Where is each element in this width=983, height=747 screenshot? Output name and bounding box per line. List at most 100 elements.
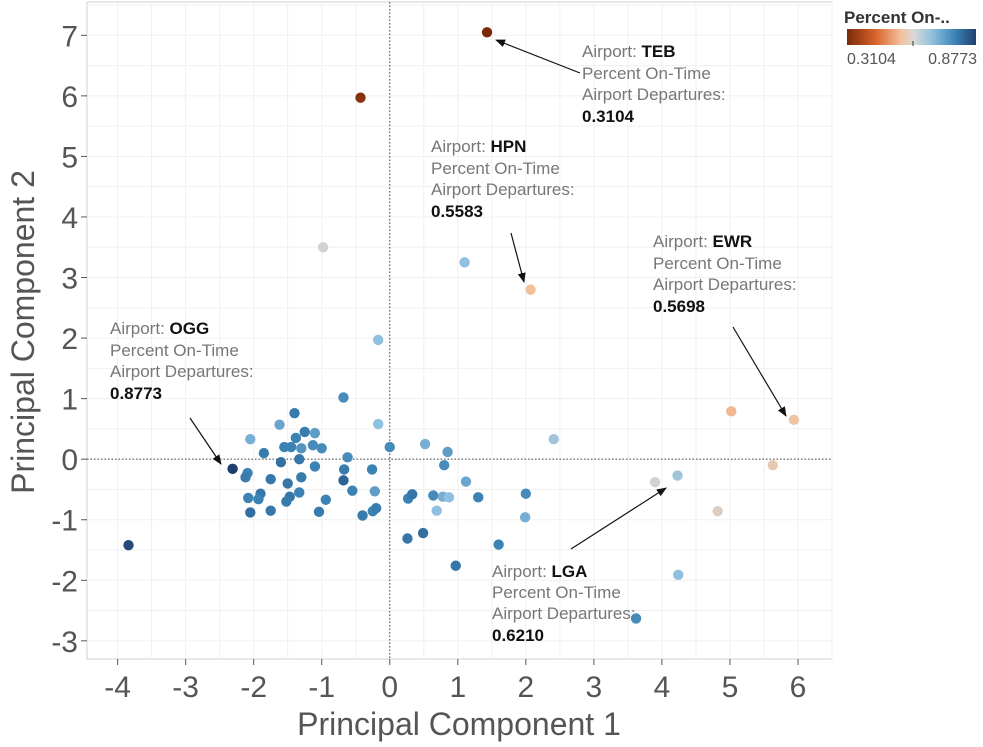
scatter-point xyxy=(338,464,350,475)
annotation-arrow xyxy=(189,417,222,465)
plot-area xyxy=(86,1,833,660)
annotation-measure-line2: Airport Departures: xyxy=(653,275,797,294)
x-tick-label: 0 xyxy=(381,671,398,704)
scatter-point xyxy=(443,492,455,503)
x-tick-label: 3 xyxy=(586,671,603,704)
scatter-point xyxy=(493,539,504,550)
zero-reference-lines xyxy=(87,2,832,659)
x-axis-ticks: -4 -3 -2 -1 0 1 2 3 4 5 6 xyxy=(104,659,806,704)
annotation-ogg: Airport: OGG Percent On-Time Airport Dep… xyxy=(110,319,254,403)
scatter-point xyxy=(282,478,293,489)
x-tick-label: -1 xyxy=(308,671,335,704)
scatter-point xyxy=(525,284,536,295)
scatter-point xyxy=(243,492,254,504)
scatter-point xyxy=(384,441,395,453)
y-tick-label: 1 xyxy=(61,384,78,417)
x-tick-label: 6 xyxy=(790,671,807,704)
annotation-arrow xyxy=(570,487,667,550)
scatter-point xyxy=(473,492,484,503)
scatter-point xyxy=(317,242,329,253)
scatter-point xyxy=(442,446,453,458)
annotation-measure-line1: Percent On-Time xyxy=(653,254,782,273)
y-tick-label: 7 xyxy=(61,20,78,53)
scatter-point xyxy=(275,457,287,468)
scatter-point xyxy=(407,489,418,500)
scatter-point xyxy=(274,419,285,430)
scatter-point xyxy=(355,92,366,103)
scatter-point xyxy=(309,461,321,472)
x-tick-label: -4 xyxy=(104,671,131,704)
scatter-point xyxy=(290,432,302,444)
scatter-point xyxy=(338,475,349,486)
scatter-point xyxy=(320,494,332,505)
data-points xyxy=(123,27,800,624)
x-tick-label: -2 xyxy=(240,671,267,704)
scatter-point xyxy=(245,433,256,445)
x-tick-label: 4 xyxy=(654,671,671,704)
scatter-point xyxy=(265,505,276,516)
scatter-point xyxy=(726,406,737,417)
scatter-point xyxy=(481,27,493,38)
y-tick-label: -3 xyxy=(51,626,78,659)
annotation-airport-line: Airport: LGA xyxy=(492,562,587,581)
scatter-point xyxy=(227,463,238,475)
scatter-point xyxy=(307,440,319,451)
scatter-point xyxy=(450,560,461,571)
scatter-point xyxy=(253,493,264,505)
annotation-arrow xyxy=(732,326,787,417)
scatter-point xyxy=(369,486,380,497)
scatter-point xyxy=(347,485,358,496)
scatter-point xyxy=(519,512,531,523)
scatter-point xyxy=(520,488,532,499)
scatter-point xyxy=(294,453,305,465)
scatter-point xyxy=(649,476,661,488)
annotation-measure-line1: Percent On-Time xyxy=(431,159,560,178)
scatter-point xyxy=(245,507,256,518)
scatter-point xyxy=(338,392,349,403)
scatter-point xyxy=(258,447,270,459)
color-legend: Percent On-.. 0.3104 0.8773 xyxy=(844,8,977,68)
scatter-point xyxy=(281,496,292,507)
y-tick-label: 3 xyxy=(61,263,78,296)
scatter-point xyxy=(366,464,378,475)
annotation-airport-line: Airport: OGG xyxy=(110,319,209,338)
scatter-point xyxy=(342,452,353,463)
legend-color-bar xyxy=(847,29,976,45)
annotation-measure-line1: Percent On-Time xyxy=(492,583,621,602)
scatter-point xyxy=(460,476,472,487)
annotation-airport-line: Airport: EWR xyxy=(653,232,752,251)
scatter-point xyxy=(548,433,559,445)
scatter-point xyxy=(417,527,429,539)
scatter-point xyxy=(265,473,276,485)
scatter-point xyxy=(279,441,290,453)
legend-min-label: 0.3104 xyxy=(847,51,896,68)
scatter-point xyxy=(357,510,368,521)
scatter-point xyxy=(372,418,384,430)
scatter-point xyxy=(294,487,305,498)
y-tick-label: -2 xyxy=(51,565,78,598)
scatter-point xyxy=(712,506,723,517)
annotation-airport-line: Airport: HPN xyxy=(431,137,526,156)
scatter-point xyxy=(630,613,642,624)
scatter-point xyxy=(313,506,325,518)
y-tick-label: 5 xyxy=(61,141,78,174)
y-tick-label: 4 xyxy=(61,202,78,235)
scatter-point xyxy=(296,443,307,454)
scatter-point xyxy=(767,460,779,471)
annotation-measure-line2: Airport Departures: xyxy=(431,180,575,199)
annotation-value: 0.8773 xyxy=(110,384,162,403)
y-tick-label: 2 xyxy=(61,323,78,356)
annotation-arrows xyxy=(189,39,787,550)
annotation-hpn: Airport: HPN Percent On-Time Airport Dep… xyxy=(431,137,575,221)
annotation-value: 0.5698 xyxy=(653,297,705,316)
annotation-measure-line1: Percent On-Time xyxy=(582,64,711,83)
y-axis-title: Principal Component 2 xyxy=(5,170,41,494)
scatter-point xyxy=(428,490,439,501)
annotation-value: 0.3104 xyxy=(582,107,635,126)
y-tick-label: -1 xyxy=(51,505,78,538)
annotation-value: 0.6210 xyxy=(492,626,544,645)
x-tick-label: 5 xyxy=(722,671,739,704)
annotation-ewr: Airport: EWR Percent On-Time Airport Dep… xyxy=(653,232,797,316)
scatter-point xyxy=(372,334,384,346)
